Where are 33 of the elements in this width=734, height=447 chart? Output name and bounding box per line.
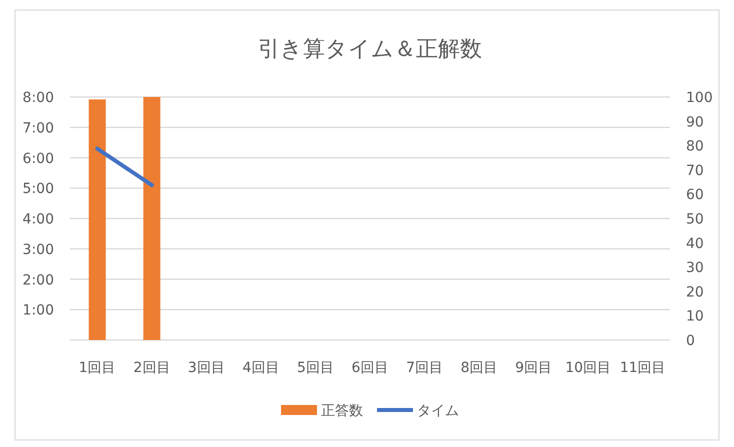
- y2-tick-label: 80: [686, 138, 704, 155]
- y-tick-label: 8:00: [22, 90, 54, 106]
- x-tick-label: 7回目: [406, 360, 444, 376]
- y2-tick-label: 50: [686, 212, 704, 228]
- x-tick-label: 5回目: [296, 360, 334, 376]
- y2-tick-label: 0: [686, 333, 695, 349]
- y2-tick-label: 100: [686, 90, 713, 106]
- legend-label: タイム: [417, 403, 459, 419]
- y-tick-label: 5:00: [22, 181, 54, 198]
- x-tick-label: 10回目: [565, 360, 612, 376]
- x-tick-label: 4回目: [242, 360, 280, 376]
- x-tick-label: 11回目: [620, 360, 666, 376]
- y-tick-label: 1:00: [22, 302, 54, 319]
- y-tick-label: 7:00: [22, 120, 54, 136]
- x-tick-label: 8回目: [460, 360, 498, 376]
- chart-title: 引き算タイム＆正解数: [258, 37, 482, 62]
- y2-tick-label: 90: [686, 114, 704, 130]
- y2-tick-label: 20: [686, 284, 704, 300]
- x-tick-label: 3回目: [188, 360, 225, 376]
- x-tick-label: 9回目: [515, 360, 552, 376]
- y-tick-label: 4:00: [22, 212, 54, 228]
- y2-tick-label: 40: [686, 236, 704, 252]
- y2-tick-label: 60: [686, 187, 704, 204]
- y2-tick-label: 70: [686, 162, 704, 179]
- x-tick-label: 1回目: [78, 360, 116, 376]
- x-tick-label: 2回目: [133, 360, 170, 376]
- y2-tick-label: 10: [686, 308, 704, 325]
- y2-tick-label: 30: [686, 260, 704, 276]
- y-tick-label: 3:00: [22, 242, 54, 258]
- legend-label: 正答数: [321, 403, 363, 419]
- y-tick-label: 2:00: [22, 272, 54, 288]
- y-tick-label: 6:00: [22, 150, 54, 167]
- x-tick-label: 6回目: [352, 360, 388, 376]
